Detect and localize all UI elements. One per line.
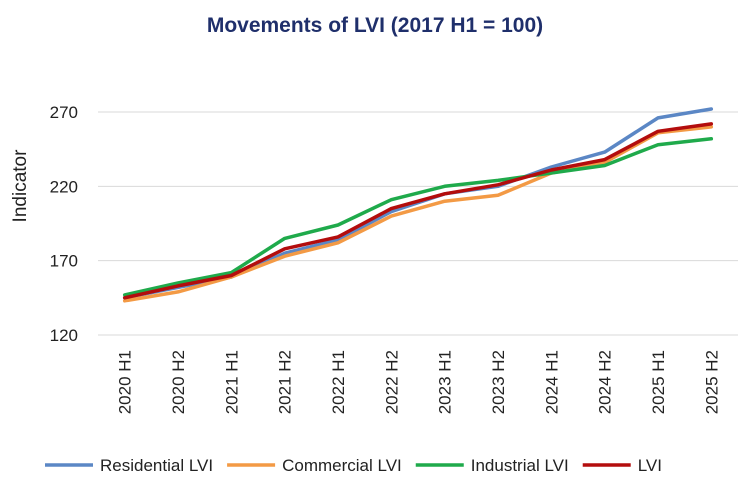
x-tick-label: 2022 H2 <box>382 350 401 414</box>
legend: Residential LVI Commercial LVI Industrial … <box>45 456 662 475</box>
y-tick-label: 170 <box>50 252 78 271</box>
y-axis-title: Indicator <box>10 149 31 223</box>
x-axis: 2020 H1 2020 H2 2021 H1 2021 H2 2022 H1 2022 … <box>116 350 722 414</box>
x-tick-label: 2023 H2 <box>489 350 508 414</box>
y-tick-label: 270 <box>50 103 78 122</box>
x-tick-label: 2020 H2 <box>169 350 188 414</box>
legend-label: LVI <box>638 456 662 475</box>
x-tick-label: 2024 H2 <box>596 350 615 414</box>
series-line-commercial-lvi <box>122 125 714 303</box>
legend-item: Commercial LVI <box>227 456 402 475</box>
x-tick-label: 2020 H1 <box>116 350 135 414</box>
series-line-industrial-lvi <box>122 137 714 297</box>
chart-title: Movements of LVI (2017 H1 = 100) <box>206 14 544 37</box>
y-tick-label: 120 <box>50 326 78 345</box>
x-tick-label: 2025 H1 <box>649 350 668 414</box>
gridlines <box>98 111 738 336</box>
y-axis: 120 170 220 270 <box>50 103 78 345</box>
x-tick-label: 2023 H1 <box>436 350 455 414</box>
series-line-lvi <box>122 122 714 300</box>
legend-item: Residential LVI <box>45 456 213 475</box>
series-lines <box>122 107 714 303</box>
legend-label: Industrial LVI <box>471 456 569 475</box>
legend-label: Residential LVI <box>100 456 213 475</box>
x-tick-label: 2021 H2 <box>276 350 295 414</box>
series-line-residential-lvi <box>122 107 714 300</box>
legend-label: Commercial LVI <box>282 456 402 475</box>
legend-item: LVI <box>582 456 662 475</box>
x-tick-label: 2025 H2 <box>702 350 721 414</box>
x-tick-label: 2021 H1 <box>222 350 241 414</box>
legend-item: Industrial LVI <box>415 456 569 475</box>
x-tick-label: 2024 H1 <box>542 350 561 414</box>
x-tick-label: 2022 H1 <box>329 350 348 414</box>
y-tick-label: 220 <box>50 177 78 196</box>
